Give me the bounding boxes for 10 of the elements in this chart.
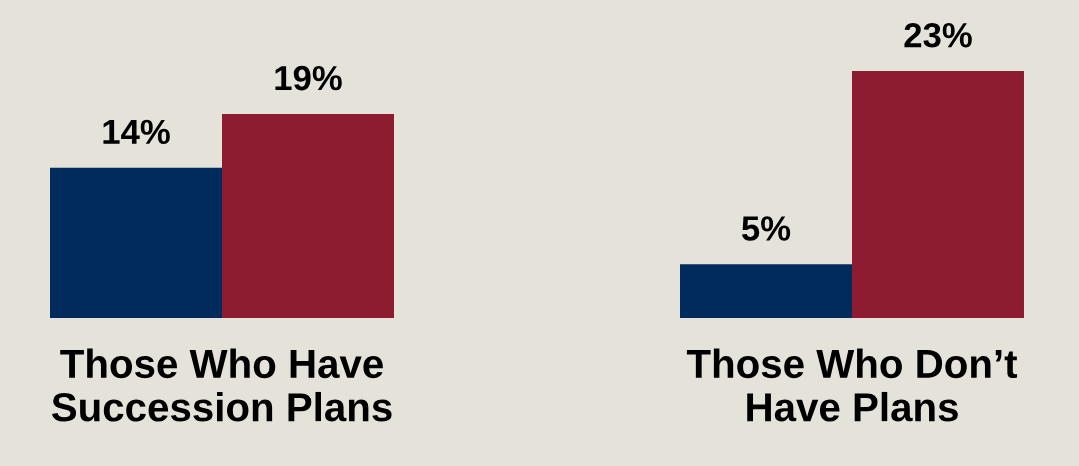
data-label: 19% — [275, 65, 342, 91]
bar — [222, 113, 394, 318]
bar — [680, 264, 852, 318]
x-tick-label: Those Who Don’t Have Plans — [686, 348, 1018, 422]
data-label: 23% — [904, 22, 972, 48]
data-label: 5% — [741, 216, 791, 241]
bar — [50, 167, 222, 318]
data-label: 14% — [103, 119, 170, 145]
x-tick-label: Those Who Have Succession Plans — [51, 348, 392, 422]
bar — [852, 71, 1024, 318]
